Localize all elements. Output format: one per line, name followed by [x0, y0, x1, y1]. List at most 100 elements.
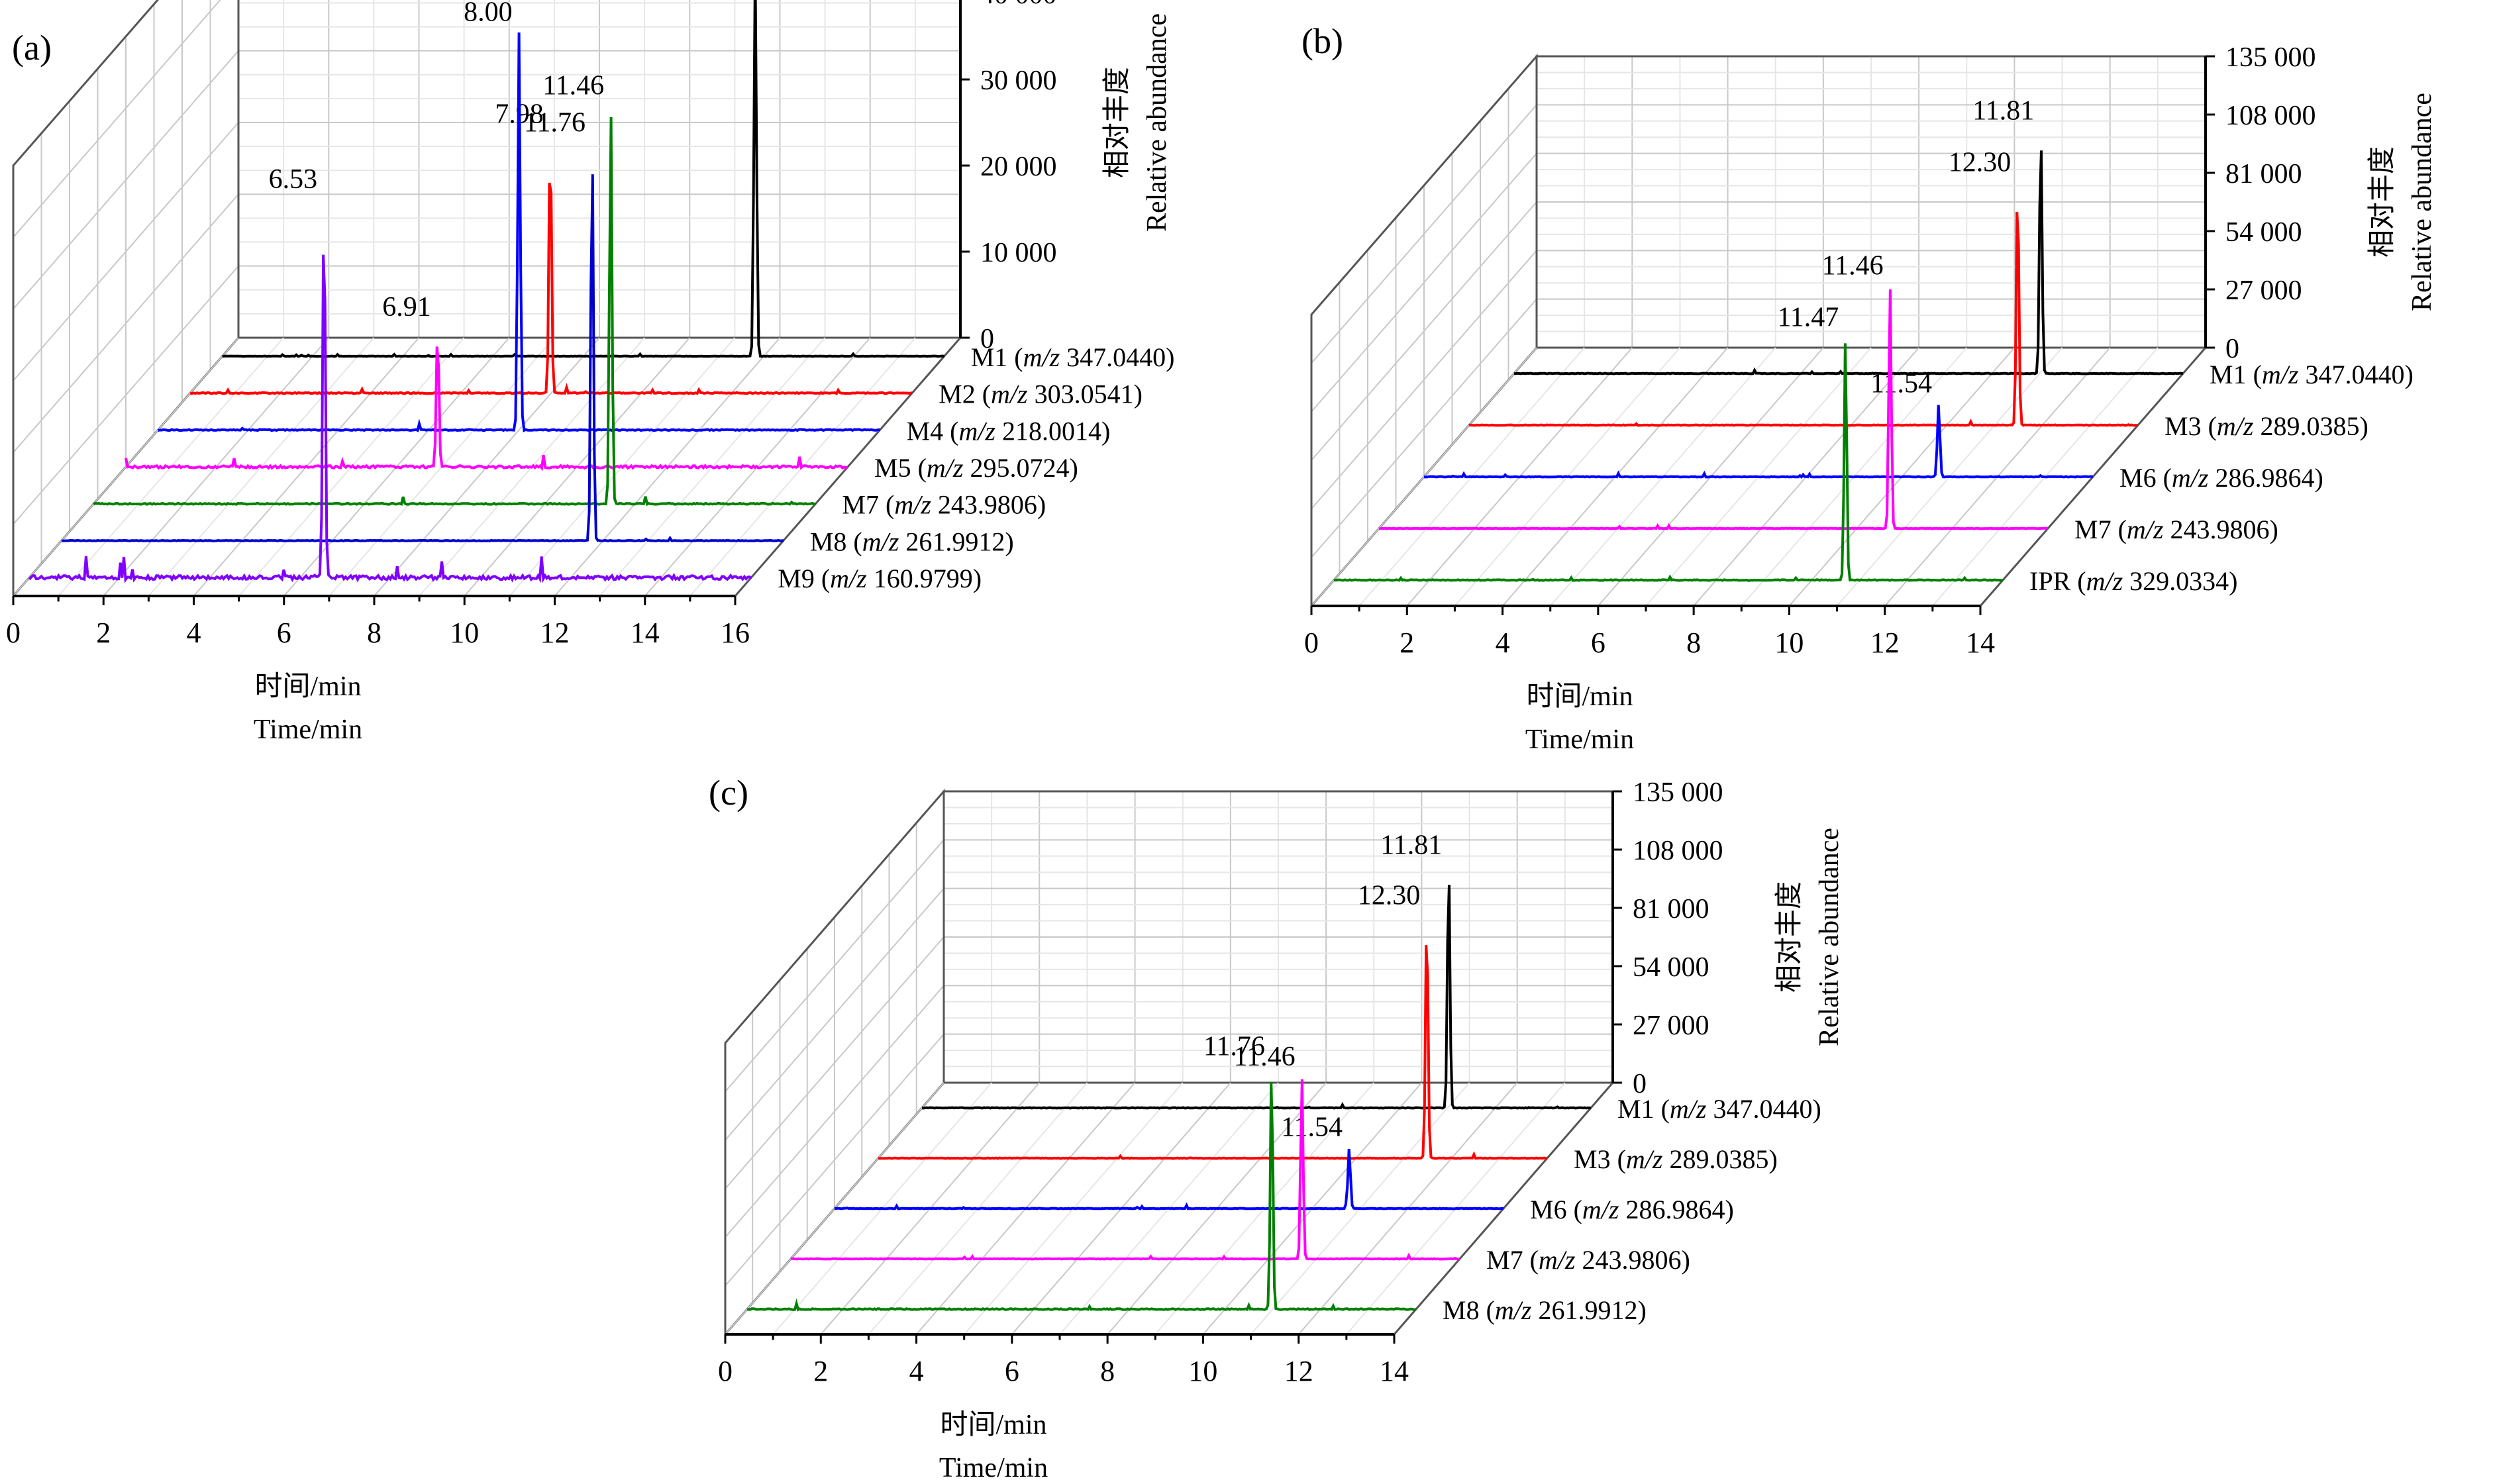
series-label-M9: M9 (m/z 160.9799) — [778, 564, 982, 593]
x-axis-title: Time/min — [254, 715, 362, 745]
peak-label: 11.54 — [1870, 368, 1932, 399]
left-wall-grid — [725, 985, 944, 1238]
left-wall-grid — [13, 0, 221, 238]
series-trace-M6 — [1424, 405, 2094, 479]
x-axis-title: Time/min — [1525, 724, 1634, 755]
series-label-M1: M1 (m/z 347.0440) — [2210, 360, 2414, 389]
y-tick-label: 0 — [1633, 1069, 1647, 1099]
peak-label: 11.47 — [1777, 303, 1839, 333]
series-trace-M1 — [222, 0, 944, 358]
series-label-M6: M6 (m/z 286.9864) — [2119, 463, 2323, 493]
x-axis-title-cn: 时间/min — [1526, 681, 1633, 712]
series-trace-M9 — [28, 254, 752, 583]
series-trace-M6 — [834, 1148, 1504, 1211]
x-tick-label: 0 — [6, 617, 21, 649]
y-tick-label: 30 000 — [980, 66, 1057, 96]
left-wall-grid — [13, 193, 239, 453]
series-label-IPR: IPR (m/z 329.0334) — [2029, 566, 2237, 596]
panel-label-a: (a) — [12, 28, 52, 68]
series-label-M7: M7 (m/z 243.9806) — [2074, 515, 2278, 544]
peak-label: 11.46 — [1234, 1042, 1296, 1072]
series-trace-M1 — [922, 885, 1592, 1110]
x-tick-label: 14 — [1380, 1355, 1409, 1387]
series-label-M7: M7 (m/z 243.9806) — [842, 490, 1046, 520]
left-wall-grid — [725, 1034, 944, 1287]
y-tick-label: 27 000 — [1633, 1011, 1709, 1041]
left-wall-grid — [725, 888, 944, 1141]
series-trace-M3 — [878, 945, 1548, 1160]
left-wall-grid — [1311, 201, 1537, 461]
y-tick-label: 40 000 — [980, 0, 1057, 10]
series-trace-M8 — [61, 174, 784, 542]
left-wall-grid — [13, 122, 239, 381]
x-tick-label: 2 — [813, 1355, 828, 1387]
peak-label: 11.46 — [1822, 251, 1884, 281]
x-axis-title-cn: 时间/min — [254, 671, 361, 702]
x-tick-label: 14 — [1966, 626, 1995, 659]
y-tick-label: 135 000 — [2225, 42, 2316, 73]
y-tick-label: 10 000 — [980, 238, 1057, 268]
x-tick-label: 10 — [450, 617, 479, 649]
peak-label: 11.76 — [524, 107, 586, 138]
x-tick-label: 8 — [1686, 626, 1701, 659]
x-tick-label: 4 — [187, 617, 201, 649]
y-axis-title: Relative abundance — [1814, 828, 1845, 1046]
y-tick-label: 0 — [2225, 334, 2239, 364]
peak-label: 11.46 — [542, 71, 604, 101]
x-axis-title: Time/min — [939, 1453, 1048, 1483]
series-label-M3: M3 (m/z 289.0385) — [2164, 411, 2368, 441]
y-tick-label: 108 000 — [1633, 836, 1723, 866]
series-trace-M7 — [790, 1079, 1460, 1261]
series-trace-M8 — [746, 1081, 1417, 1312]
peak-label: 6.53 — [269, 164, 318, 195]
floor-right-edge — [734, 337, 962, 597]
series-label-M5: M5 (m/z 295.0724) — [874, 453, 1078, 483]
x-tick-label: 6 — [277, 617, 291, 649]
chart-panel-c: 0 2 4 6 8 10 12 14 时间/min Time/min 0 27 000 54 000 81… — [718, 777, 1845, 1483]
peak-label: 11.54 — [1281, 1113, 1343, 1143]
x-tick-label: 6 — [1591, 626, 1605, 659]
series-trace-M1 — [1513, 150, 2184, 375]
series-label-M8: M8 (m/z 261.9912) — [810, 526, 1014, 556]
left-wall-grid — [725, 936, 944, 1189]
x-tick-label: 12 — [540, 617, 570, 649]
y-tick-label: 54 000 — [2225, 217, 2302, 248]
series-label-M7: M7 (m/z 243.9806) — [1486, 1245, 1690, 1275]
peak-label: 6.91 — [382, 292, 431, 322]
y-tick-label: 81 000 — [2225, 159, 2302, 189]
y-axis-title: Relative abundance — [2407, 93, 2437, 311]
x-tick-label: 4 — [909, 1355, 924, 1387]
left-wall-grid — [1311, 250, 1537, 509]
left-wall-grid — [13, 50, 239, 310]
x-tick-label: 6 — [1005, 1355, 1019, 1387]
y-tick-label: 81 000 — [1633, 894, 1709, 924]
panel-label-c: (c) — [709, 773, 748, 813]
series-trace-M2 — [189, 182, 913, 395]
left-wall-grid — [1311, 104, 1537, 364]
x-tick-label: 4 — [1496, 626, 1510, 659]
x-tick-label: 2 — [96, 617, 111, 649]
y-tick-label: 0 — [980, 324, 994, 354]
series-label-M1: M1 (m/z 347.0440) — [1617, 1094, 1821, 1124]
panel-label-b: (b) — [1301, 21, 1343, 61]
x-tick-label: 12 — [1284, 1355, 1313, 1387]
series-label-M1: M1 (m/z 347.0440) — [971, 342, 1175, 372]
series-trace-M3 — [1468, 211, 2139, 427]
x-tick-label: 8 — [1100, 1355, 1115, 1387]
y-axis-title-cn: 相对丰度 — [2367, 146, 2398, 258]
peak-label: 12.30 — [1358, 881, 1421, 911]
x-axis-title-cn: 时间/min — [940, 1410, 1046, 1440]
y-tick-label: 108 000 — [2225, 101, 2316, 131]
series-trace-M5 — [125, 346, 848, 471]
x-tick-label: 10 — [1774, 626, 1804, 659]
x-tick-label: 16 — [721, 617, 750, 649]
series-label-M2: M2 (m/z 303.0541) — [939, 379, 1143, 409]
series-trace-M7 — [1378, 289, 2049, 530]
x-tick-label: 0 — [718, 1355, 733, 1387]
series-trace-IPR — [1333, 343, 2004, 582]
series-label-M3: M3 (m/z 289.0385) — [1574, 1144, 1778, 1174]
chart-panel-a: 0 2 4 6 8 10 12 14 16 时间/min Time/min 0 10 000 20 000… — [6, 0, 1175, 745]
floor-right-edge — [1979, 347, 2207, 607]
peak-label: 11.81 — [1380, 830, 1442, 861]
